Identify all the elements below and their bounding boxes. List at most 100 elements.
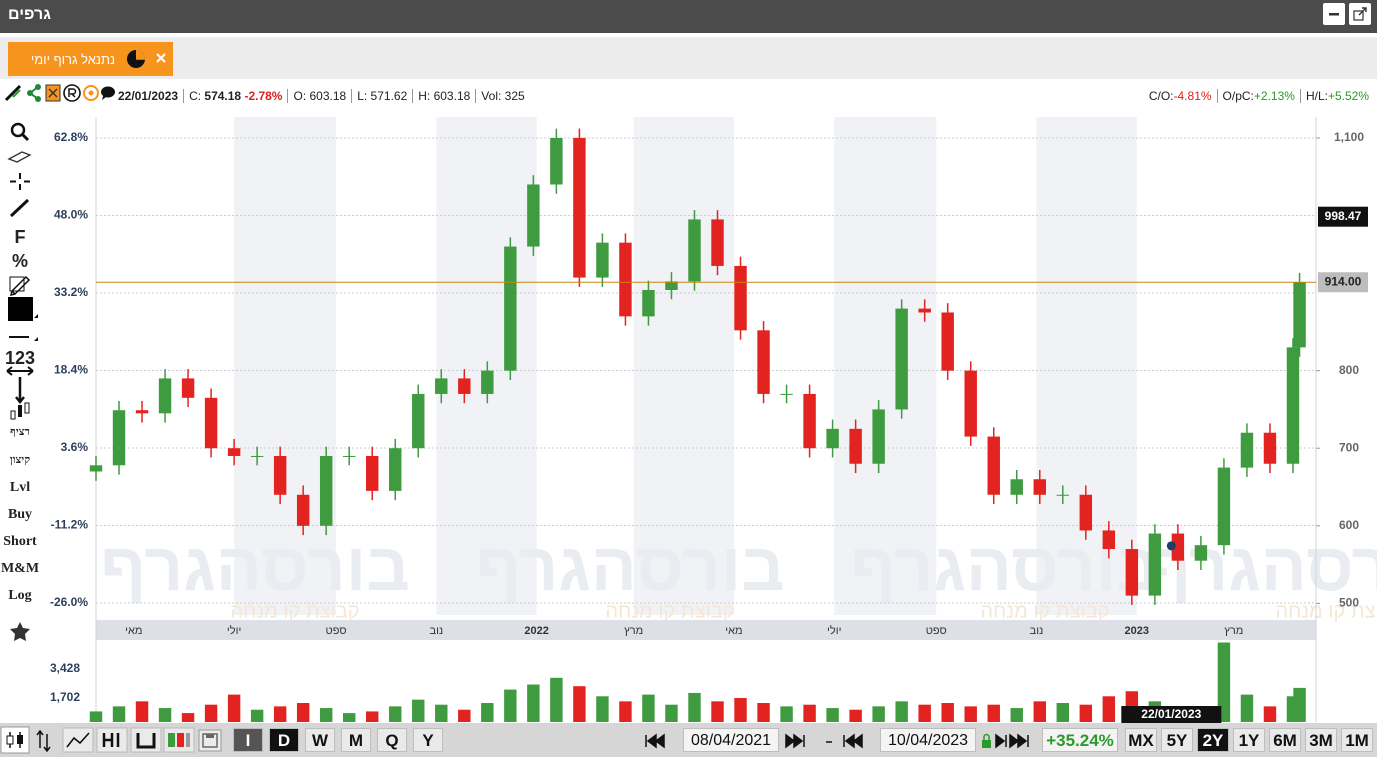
candle-body (711, 219, 724, 266)
info-volume: Vol: 325 (475, 89, 529, 103)
range-button[interactable]: 5Y (1161, 728, 1193, 752)
tool-label[interactable]: M&M (0, 561, 40, 576)
volume-bar (1010, 708, 1023, 722)
period-button[interactable]: W (305, 728, 335, 752)
info-hl: H/L:+5.52% (1299, 89, 1374, 103)
price-marker-label: 914.00 (1325, 274, 1362, 288)
x-tick-label: יולי (827, 624, 841, 637)
volume-bar (642, 694, 655, 722)
tool-label[interactable]: רציף (10, 426, 30, 438)
month-band (234, 117, 337, 615)
candle-body (1293, 282, 1306, 348)
range-button[interactable]: MX (1125, 728, 1157, 752)
tool-icons (6, 122, 38, 641)
candle-body (1033, 479, 1046, 495)
x-tick-label: יולי (227, 624, 241, 637)
range-button[interactable]: 1M (1341, 728, 1373, 752)
x-tick-label: 2022 (524, 625, 548, 637)
minimize-button[interactable] (1323, 3, 1345, 25)
range-button[interactable]: 6M (1269, 728, 1301, 752)
tool-label[interactable]: 123 (4, 348, 36, 368)
y-tick-label: 600 (1339, 518, 1359, 532)
tool-label[interactable]: Short (3, 534, 37, 549)
tab-title: נתנאל גרוף יומי (30, 52, 115, 67)
info-close-group: C: 574.18 -2.78% (183, 89, 287, 103)
candle-body (296, 494, 310, 526)
tool-label[interactable]: F (14, 227, 26, 247)
candle-body (734, 265, 747, 331)
y-tick-label: 700 (1339, 440, 1359, 454)
watermark-subtitle: קבוצת קו מנחה (230, 600, 359, 622)
tool-label[interactable]: קיצון (9, 454, 31, 466)
candle-body (872, 409, 885, 464)
hover-date-box (1121, 706, 1222, 723)
volume-bar (273, 706, 287, 722)
volume-bar (1056, 703, 1070, 722)
volume-bar (550, 677, 563, 722)
candle-body (481, 370, 494, 394)
tab[interactable]: נתנאל גרוף יומי (8, 42, 173, 76)
y2-tick-label: 3.6% (61, 440, 89, 454)
candle-body (1217, 467, 1231, 546)
period-button[interactable]: Q (377, 728, 407, 752)
range-button[interactable]: 3M (1305, 728, 1337, 752)
info-co: C/O:-4.81% (1149, 89, 1217, 103)
candle-body (941, 312, 954, 371)
watermark-subtitle: קבוצת קו מנחה (1275, 600, 1377, 622)
volume-bar (527, 684, 540, 722)
info-value: +2.13% (1253, 89, 1295, 103)
month-band (1036, 117, 1137, 615)
y2-tick-label: -11.2% (51, 518, 89, 532)
volume-bar (757, 703, 770, 722)
range-button[interactable]: 1Y (1233, 728, 1265, 752)
volume-bar (895, 701, 908, 722)
info-value: -4.81% (1173, 89, 1212, 103)
volume-bar (296, 703, 310, 722)
y-tick-label: 800 (1339, 363, 1359, 377)
tool-label[interactable]: Lvl (9, 480, 31, 495)
close-icon[interactable] (155, 52, 167, 64)
tool-icons (4, 84, 115, 102)
from-date[interactable]: 08/04/2021 (683, 728, 779, 752)
volume-tick-label: 3,428 (50, 661, 80, 675)
volume-bar (389, 706, 402, 722)
volume-bar (1079, 704, 1093, 722)
ohlc-info: 22/01/2023 C: 574.18 -2.78% O: 603.18 L:… (118, 89, 530, 103)
info-label: C/O: (1148, 89, 1174, 103)
range-button[interactable]: 2Y (1197, 728, 1229, 752)
info-label: H/L: (1305, 89, 1328, 103)
period-button[interactable]: D (269, 728, 299, 752)
candle-body (918, 308, 931, 313)
candle-body (112, 410, 126, 466)
tool-label[interactable]: % (11, 251, 28, 271)
volume-bar (158, 708, 172, 722)
candle-body (527, 184, 540, 247)
volume-bar (964, 706, 977, 722)
price-marker (1318, 206, 1368, 227)
candle-body (619, 242, 632, 317)
volume-bar (204, 704, 218, 722)
volume-bar (619, 701, 632, 722)
volume-bar (1217, 642, 1231, 722)
header: גרפים (0, 0, 1377, 33)
candle-body (389, 448, 402, 491)
candle-body (642, 289, 655, 317)
volume-bar (435, 704, 448, 722)
popout-button[interactable] (1349, 3, 1371, 25)
volume-bar (504, 689, 517, 722)
hover-date: 22/01/2023 (1141, 707, 1201, 721)
period-button[interactable]: Y (413, 728, 443, 752)
to-date[interactable]: 10/04/2023 (880, 728, 976, 752)
period-button[interactable]: M (341, 728, 371, 752)
volume-bar (872, 706, 885, 722)
hover-point (1166, 541, 1176, 551)
period-button[interactable]: I (233, 728, 263, 752)
tool-label[interactable]: Log (8, 588, 32, 603)
y2-tick-label: 48.0% (54, 208, 88, 222)
info-high: H: 603.18 (412, 89, 475, 103)
y2-tick-label: 33.2% (54, 285, 88, 299)
volume-bar (941, 703, 954, 722)
tool-label[interactable]: Buy (7, 507, 33, 522)
info-close: 574.18 (204, 89, 242, 103)
